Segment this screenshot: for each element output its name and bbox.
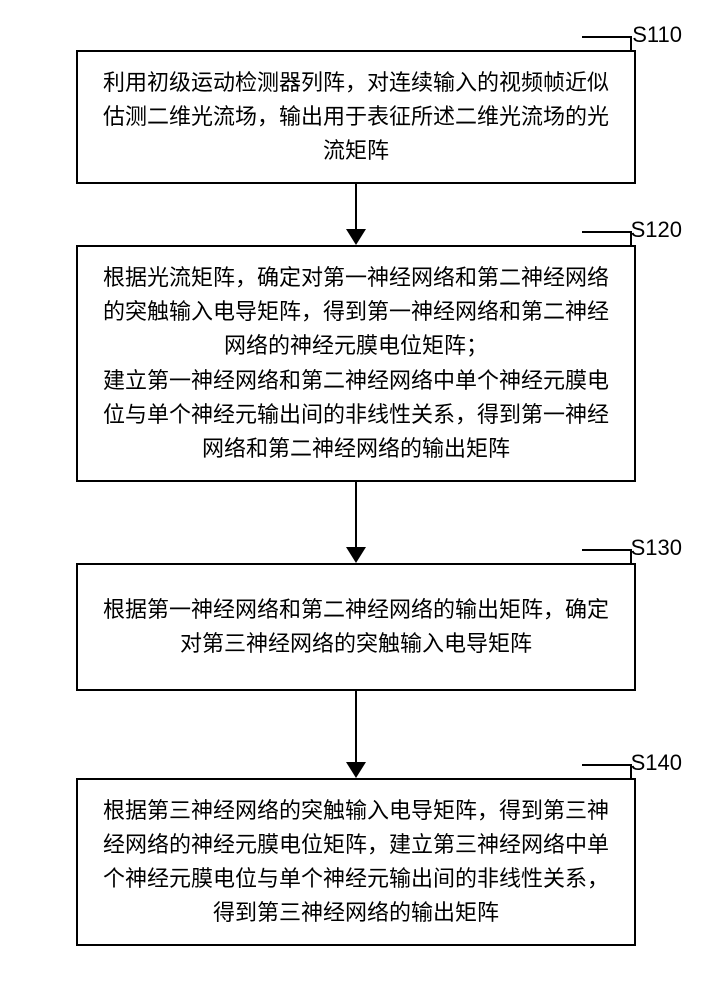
step-label-s140: S140 [631,750,682,776]
arrow-shaft-2 [355,482,358,548]
node-s130: 根据第一神经网络和第二神经网络的输出矩阵，确定对第三神经网络的突触输入电导矩阵 [76,563,636,691]
flowchart-container: S110 利用初级运动检测器列阵，对连续输入的视频帧近似估测二维光流场，输出用于… [10,20,702,946]
node-s140: 根据第三神经网络的突触输入电导矩阵，得到第三神经网络的神经元膜电位矩阵，建立第三… [76,778,636,946]
node-wrapper-s110: S110 利用初级运动检测器列阵，对连续输入的视频帧近似估测二维光流场，输出用于… [10,50,702,184]
arrow-shaft-1 [355,184,358,230]
node-wrapper-s130: S130 根据第一神经网络和第二神经网络的输出矩阵，确定对第三神经网络的突触输入… [10,563,702,691]
arrow-head-2 [346,547,366,563]
node-wrapper-s140: S140 根据第三神经网络的突触输入电导矩阵，得到第三神经网络的神经元膜电位矩阵… [10,778,702,946]
arrow-head-1 [346,229,366,245]
arrow-3 [346,691,366,778]
arrow-1 [346,184,366,245]
step-label-s130: S130 [631,535,682,561]
arrow-shaft-3 [355,691,358,763]
leader-line-s110 [582,36,632,50]
arrow-2 [346,482,366,563]
leader-line-s130 [582,549,632,563]
leader-line-s140 [582,764,632,778]
node-s120: 根据光流矩阵，确定对第一神经网络和第二神经网络的突触输入电导矩阵，得到第一神经网… [76,245,636,482]
arrow-head-3 [346,762,366,778]
node-s110: 利用初级运动检测器列阵，对连续输入的视频帧近似估测二维光流场，输出用于表征所述二… [76,50,636,184]
step-label-s120: S120 [631,217,682,243]
node-wrapper-s120: S120 根据光流矩阵，确定对第一神经网络和第二神经网络的突触输入电导矩阵，得到… [10,245,702,482]
leader-line-s120 [582,231,632,245]
step-label-s110: S110 [632,22,682,48]
